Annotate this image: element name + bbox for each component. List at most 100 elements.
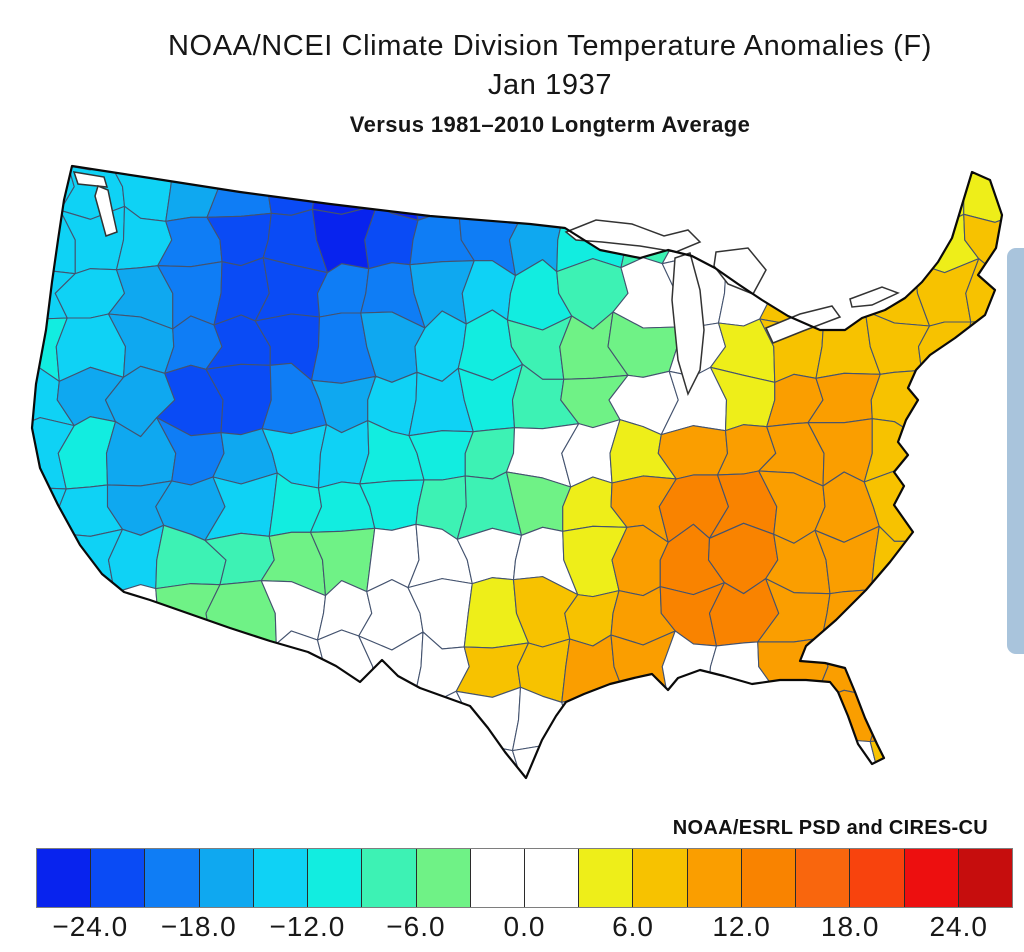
colorbar-cell — [37, 849, 91, 907]
climate-division — [711, 741, 781, 778]
climate-division — [365, 694, 423, 750]
climate-division — [255, 683, 327, 753]
climate-division — [63, 744, 115, 778]
great-lakes-layer — [72, 171, 900, 397]
figure-header: NOAA/NCEI Climate Division Temperature A… — [38, 30, 1024, 138]
climate-division — [110, 682, 164, 755]
colorbar-cell — [144, 849, 199, 907]
colorbar-cell — [469, 849, 524, 907]
climate-division — [862, 585, 929, 650]
climate-division — [60, 577, 116, 642]
colorbar-tick-label: −6.0 — [386, 911, 446, 942]
colorbar-tick-label: 18.0 — [820, 911, 880, 942]
climate-division — [808, 739, 879, 778]
climate-division — [960, 684, 1002, 754]
colorbar-cell — [307, 849, 362, 907]
climate-division — [911, 536, 978, 591]
climate-division — [32, 532, 74, 588]
climate-division — [308, 683, 375, 751]
climate-division — [707, 685, 774, 755]
colorbar-tick-label: 6.0 — [612, 911, 655, 942]
climate-division — [411, 166, 468, 221]
climate-division — [56, 683, 123, 756]
climate-division — [911, 581, 978, 650]
colorbar-cell — [957, 849, 1012, 907]
colorbar-tick-label: −18.0 — [160, 911, 237, 942]
colorbar-cell — [632, 849, 687, 907]
climate-division-layer — [32, 166, 1002, 778]
strait-juan-de-fuca — [72, 171, 109, 188]
colorbar-cell — [578, 849, 633, 907]
climate-division — [614, 693, 668, 745]
climate-division — [963, 166, 1002, 223]
climate-division — [757, 637, 829, 702]
climate-division — [357, 739, 424, 778]
lake-superior — [564, 219, 702, 253]
climate-division — [808, 203, 874, 276]
colorbar-cell — [523, 849, 579, 907]
climate-division — [760, 166, 826, 212]
colorbar-tick-label: 12.0 — [712, 911, 771, 942]
climate-division — [658, 689, 725, 755]
colorbar-cell — [415, 849, 470, 907]
climate-division — [963, 209, 1002, 275]
climate-division — [669, 166, 724, 220]
climate-division — [760, 740, 830, 778]
colorbar-cell — [686, 849, 741, 907]
climate-division — [32, 748, 73, 778]
climate-division — [32, 635, 66, 690]
climate-division — [507, 166, 579, 213]
figure-subtitle: Versus 1981–2010 Longterm Average — [349, 112, 751, 138]
scrollbar-thumb[interactable] — [1007, 248, 1024, 654]
colorbar-cell — [849, 849, 904, 907]
climate-division — [458, 166, 525, 217]
climate-division — [910, 687, 977, 754]
climate-division — [206, 166, 272, 218]
climate-division — [105, 632, 172, 701]
climate-division — [455, 686, 522, 756]
climate-division — [207, 687, 269, 757]
climate-division — [315, 743, 376, 778]
colorbar-tick-label: 0.0 — [503, 911, 546, 942]
climate-division — [912, 420, 979, 479]
colorbar-cell — [198, 849, 253, 907]
colorbar-cell — [90, 849, 145, 907]
climate-division — [567, 742, 619, 778]
climate-division — [816, 166, 868, 223]
colorbar-ticks: −24.0 −18.0 −12.0 −6.0 0.0 6.0 12.0 18.0 24.0 — [36, 911, 1013, 947]
colorbar-tick-label: −12.0 — [269, 911, 346, 942]
climate-division — [561, 694, 627, 748]
climate-division — [104, 740, 171, 778]
climate-division — [208, 751, 276, 778]
climate-division — [154, 691, 228, 757]
lake-erie — [764, 305, 842, 344]
climate-division — [32, 577, 74, 646]
climate-division — [759, 685, 830, 751]
colorbar — [36, 848, 1013, 908]
us-coastline-outline — [30, 164, 1004, 780]
climate-division — [919, 469, 971, 542]
climate-division — [861, 737, 928, 778]
climate-division — [564, 166, 630, 210]
climate-division — [857, 202, 924, 275]
climate-division — [863, 418, 930, 483]
figure-title: NOAA/NCEI Climate Division Temperature A… — [168, 30, 932, 62]
figure-date: Jan 1937 — [487, 69, 613, 102]
colorbar-cell — [795, 849, 850, 907]
climate-division — [206, 631, 277, 703]
colorbar-tick-label: −24.0 — [52, 911, 129, 942]
climate-division — [511, 745, 578, 778]
climate-division — [857, 166, 932, 223]
climate-division — [154, 740, 220, 778]
climate-division — [658, 738, 725, 778]
climate-division — [862, 633, 929, 698]
climate-division — [918, 638, 974, 694]
colorbar-cell — [740, 849, 796, 907]
climate-division — [613, 166, 679, 220]
lake-michigan — [671, 252, 705, 397]
climate-division — [967, 736, 1002, 778]
climate-division — [56, 634, 123, 701]
attribution-text: NOAA/ESRL PSD and CIRES-CU — [672, 817, 988, 839]
climate-division — [32, 684, 73, 757]
